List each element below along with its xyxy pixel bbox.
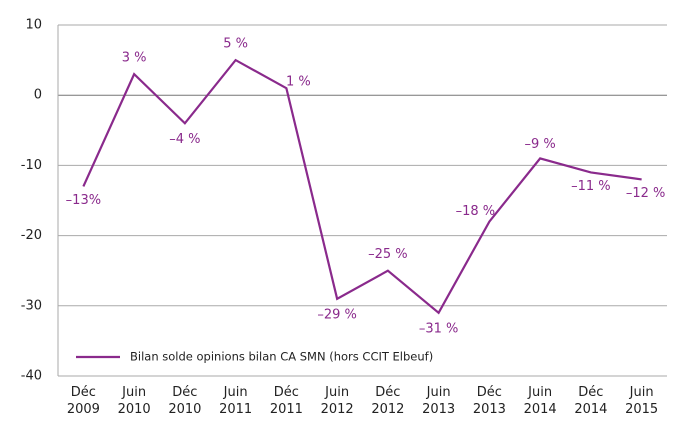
x-tick-label: Déc 2012 [371, 385, 405, 417]
x-tick-label: Déc 2010 [168, 385, 202, 417]
y-tick-label: 0 [34, 88, 42, 103]
data-label: 5 % [223, 37, 248, 52]
data-label: –12 % [626, 186, 666, 201]
data-line [82, 58, 642, 315]
y-tick-label: -30 [21, 298, 42, 313]
data-label: –25 % [368, 247, 408, 262]
data-label: –4 % [169, 132, 200, 147]
data-label: –31 % [419, 321, 459, 336]
y-tick-label: -40 [21, 369, 42, 384]
x-tick-label: Juin 2011 [219, 385, 253, 417]
y-tick-label: -20 [21, 228, 42, 243]
x-tick-label: Déc 2013 [472, 385, 506, 417]
y-tick-label: 10 [25, 18, 42, 33]
x-tick-label: Déc 2009 [66, 385, 100, 417]
data-label: –11 % [571, 179, 611, 194]
data-label: –29 % [317, 307, 357, 322]
x-tick-label: Juin 2015 [625, 385, 659, 417]
data-label: –13% [66, 193, 101, 208]
x-tick-label: Juin 2014 [523, 385, 557, 417]
x-tick-label: Déc 2014 [574, 385, 608, 417]
x-tick-label: Déc 2011 [269, 385, 303, 417]
x-tick-label: Juin 2013 [422, 385, 456, 417]
legend-label: Bilan solde opinions bilan CA SMN (hors … [130, 350, 433, 364]
data-label: –18 % [456, 204, 496, 219]
y-tick-label: -10 [21, 158, 42, 173]
data-label: –9 % [524, 137, 555, 152]
x-tick-label: Juin 2012 [320, 385, 354, 417]
x-tick-label: Juin 2010 [117, 385, 151, 417]
data-label: 1 % [286, 75, 311, 90]
data-label: 3 % [122, 51, 147, 66]
